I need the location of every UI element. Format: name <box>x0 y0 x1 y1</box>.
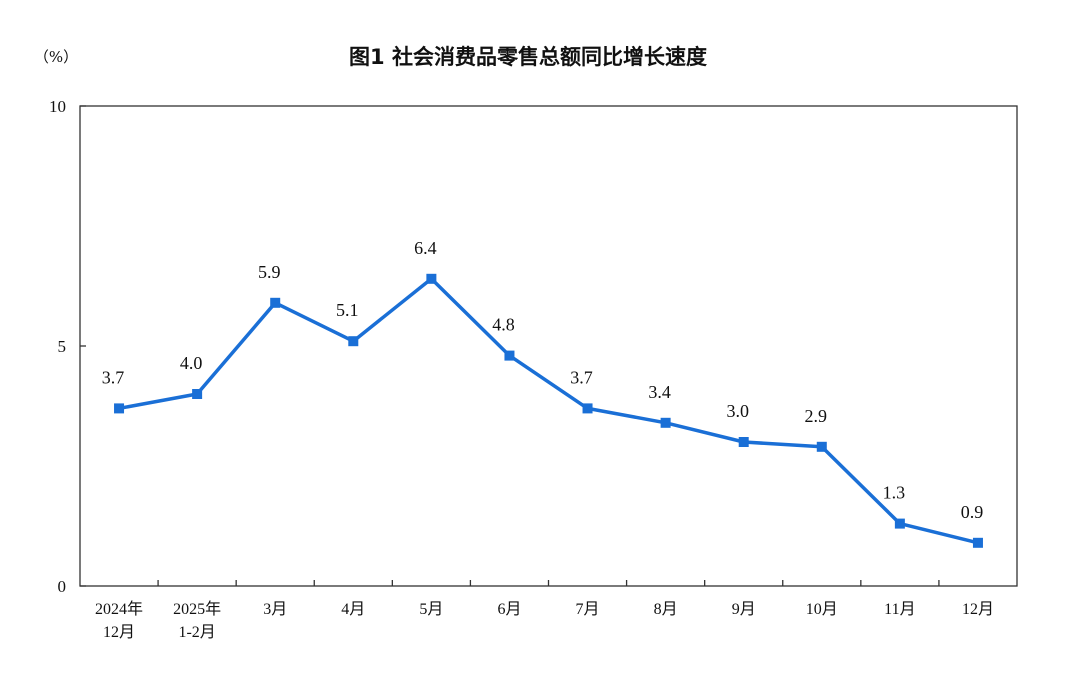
y-axis: 0 5 10 <box>49 97 86 596</box>
data-label: 1.3 <box>883 483 906 503</box>
x-tick-label: 8月 <box>654 601 678 618</box>
data-label: 0.9 <box>961 502 984 522</box>
data-point-marker <box>972 537 983 548</box>
data-point-marker <box>894 518 905 529</box>
x-tick-label: 6月 <box>497 601 521 618</box>
x-tick-label: 10月 <box>806 601 838 618</box>
data-point-marker <box>348 336 359 347</box>
series-line <box>117 277 980 545</box>
x-tick-label: 2025年 <box>173 600 221 618</box>
data-labels: 3.7 4.0 5.9 5.1 6.4 4.8 3.7 3.4 3.0 2.9 1.3 0.9 <box>102 238 983 522</box>
y-tick-label: 10 <box>49 97 66 116</box>
data-label: 5.1 <box>336 300 359 320</box>
x-tick-label: 2024年 <box>95 600 143 618</box>
data-label: 3.4 <box>648 382 671 402</box>
data-point-marker <box>738 437 749 447</box>
x-tick-label: 11月 <box>884 601 915 618</box>
data-label: 6.4 <box>414 238 437 258</box>
data-label: 3.7 <box>570 367 593 387</box>
data-point-marker <box>504 350 515 361</box>
y-axis-unit: （%） <box>34 48 78 66</box>
data-point-marker <box>660 417 671 428</box>
x-tick-label: 12月 <box>962 601 994 618</box>
data-point-marker <box>816 441 827 452</box>
data-label: 4.0 <box>180 353 203 373</box>
data-point-marker <box>426 273 437 284</box>
data-label: 2.9 <box>805 406 828 426</box>
x-axis: 2024年 12月 2025年 1-2月 3月 4月 5月 6月 7月 8月 9月 10月 11月 12月 <box>95 580 994 641</box>
x-tick-label: 3月 <box>263 601 287 618</box>
data-point-marker <box>582 403 593 414</box>
y-tick-label: 0 <box>58 577 67 596</box>
x-tick-label: 9月 <box>732 601 756 618</box>
x-tick-label: 4月 <box>341 601 365 618</box>
y-tick-label: 5 <box>58 337 67 356</box>
data-point-marker <box>192 389 203 399</box>
x-tick-label: 1-2月 <box>178 624 215 641</box>
x-tick-label: 12月 <box>103 624 135 641</box>
plot-frame <box>79 105 1018 587</box>
data-label: 3.7 <box>102 367 125 387</box>
data-label: 5.9 <box>258 262 281 282</box>
x-tick-label: 5月 <box>419 601 443 618</box>
series-line-group <box>114 273 983 548</box>
data-label: 4.8 <box>492 315 515 335</box>
data-label: 3.0 <box>726 401 749 421</box>
x-tick-label: 7月 <box>576 601 600 618</box>
data-point-marker <box>270 297 281 308</box>
chart-title: 图1 社会消费品零售总额同比增长速度 <box>349 45 707 69</box>
data-point-marker <box>114 403 125 414</box>
